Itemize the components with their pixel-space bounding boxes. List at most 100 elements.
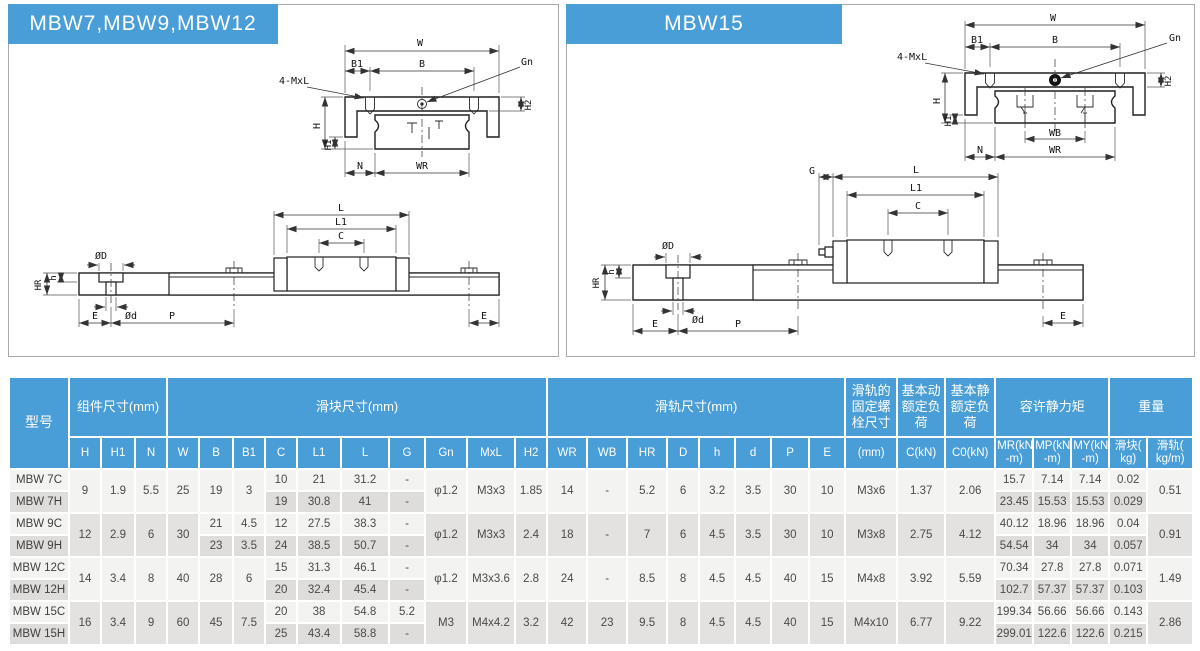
col-group-header: 基本动额定负荷 [898, 378, 945, 436]
grease-hole [417, 87, 427, 157]
col-sub-header: Gn [426, 438, 467, 468]
spec-cell: 23 [588, 602, 627, 644]
col-sub-header: 滑轨( kg/m) [1148, 438, 1193, 468]
col-sub-header: L1 [298, 438, 341, 468]
spec-cell: 199.34 [996, 602, 1033, 622]
spec-cell: 27.8 [1034, 558, 1071, 578]
col-sub-header: P [772, 438, 809, 468]
spec-cell: 4.5 [700, 602, 735, 644]
dim-b: B [1052, 35, 1058, 46]
spec-cell: 56.66 [1072, 602, 1109, 622]
spec-cell: - [390, 558, 425, 578]
spec-cell: 0.51 [1148, 470, 1193, 512]
spec-cell: 57.37 [1072, 580, 1109, 600]
table-row: MBW 15H 25 43.4 58.8-299.01 122.6 122.6 0.215 [10, 624, 1192, 644]
mounting-holes [363, 96, 481, 115]
spec-cell: 6.77 [898, 602, 945, 644]
side-view-drawing-mbw15: G L L1 C ØD Ød HR h E P [592, 165, 1084, 335]
dim-e: E [481, 311, 487, 322]
spec-cell: - [588, 470, 627, 512]
spec-cell: 7 [628, 514, 667, 556]
spec-cell: 25 [168, 470, 199, 512]
dim-e: E [92, 311, 98, 322]
col-sub-header: H1 [102, 438, 134, 468]
col-header-model: 型号 [10, 378, 68, 468]
spec-cell: 54.54 [996, 536, 1033, 556]
dim-wb: WB [1049, 128, 1061, 139]
spec-cell: 5.2 [390, 602, 425, 622]
spec-cell: 40 [168, 558, 199, 600]
spec-cell: 5.59 [946, 558, 995, 600]
col-group-header: 滑轨尺寸(mm) [548, 378, 845, 436]
model-cell: MBW 7H [10, 492, 68, 512]
spec-cell: M3x3.6 [468, 558, 515, 600]
spec-cell: 7.5 [234, 602, 265, 644]
spec-cell: 5.5 [136, 470, 167, 512]
spec-cell: 2.06 [946, 470, 995, 512]
spec-cell: 24 [266, 536, 297, 556]
dimensions: L L1 C ØD Ød HR h E P E [34, 203, 500, 327]
spec-cell: 38.5 [298, 536, 341, 556]
carriage-outline [964, 72, 1146, 116]
spec-cell: 3 [234, 470, 265, 512]
dim-wr: WR [416, 161, 429, 172]
spec-cell: 16 [70, 602, 100, 644]
dim-w: W [1050, 13, 1057, 24]
spec-cell: 70.34 [996, 558, 1033, 578]
col-sub-header: MY(kN -m) [1072, 438, 1108, 468]
dim-c: C [338, 231, 344, 242]
dim-mxl: 4-MxL [279, 76, 309, 87]
spec-cell: - [390, 470, 425, 490]
col-sub-header: H [70, 438, 100, 468]
spec-cell: 60 [168, 602, 199, 644]
dimensions: W B1 B 4-MxL Gn H H1 H2 WB N WR [897, 13, 1181, 161]
spec-cell: 10 [810, 470, 845, 512]
col-group-header: 重量 [1110, 378, 1193, 436]
cross-section-drawing-mbw7: W B1 B 4-MxL Gn H H1 H2 N WR [279, 38, 534, 177]
carriage-outline [344, 96, 500, 138]
spec-cell: 30 [168, 514, 199, 556]
spec-cell: 0.91 [1148, 514, 1193, 556]
carriage-side [273, 256, 410, 292]
spec-cell: 54.8 [342, 602, 389, 622]
spec-cell: φ1.2 [426, 514, 467, 556]
dim-l1: L1 [335, 217, 347, 228]
spec-cell: 38 [298, 602, 341, 622]
col-sub-header: WB [588, 438, 627, 468]
spec-cell: 2.4 [516, 514, 547, 556]
carriage-side [818, 239, 999, 284]
spec-cell: 5.2 [628, 470, 667, 512]
spec-cell: 32.4 [298, 580, 341, 600]
model-cell: MBW 15H [10, 624, 68, 644]
cross-section-drawing-mbw15: W B1 B 4-MxL Gn H H1 H2 WB N WR [897, 13, 1181, 161]
spec-cell: 40 [772, 602, 809, 644]
dim-dia-small: Ød [692, 314, 704, 326]
spec-cell: 14 [548, 470, 587, 512]
grease-nipple-side [818, 246, 834, 258]
col-sub-header: H2 [516, 438, 547, 468]
col-sub-header: HR [628, 438, 667, 468]
table-row: MBW 7C 9 1.9 5.5 25 19 3 10 21 31.2- φ1.2 M3x3 1.85 1… [10, 470, 1193, 512]
dim-e: E [1060, 311, 1066, 322]
dim-b1: B1 [971, 35, 983, 46]
col-sub-header: D [668, 438, 699, 468]
spec-cell: 8 [136, 558, 167, 600]
spec-cell: 18.96 [1034, 514, 1071, 534]
spec-cell: 15.53 [1072, 492, 1109, 512]
spec-cell: 3.2 [516, 602, 547, 644]
dimensions: W B1 B 4-MxL Gn H H1 H2 N WR [279, 38, 534, 177]
spec-cell: 3.5 [736, 514, 771, 556]
panel-mbw15: MBW15 W B1 B 4-MxL G [566, 4, 1195, 357]
spec-cell: 2.8 [516, 558, 547, 600]
spec-cell: 27.8 [1072, 558, 1109, 578]
col-sub-header: d [736, 438, 771, 468]
spec-cell: 40 [772, 558, 809, 600]
dim-gn: Gn [1169, 33, 1181, 44]
spec-cell: 122.6 [1072, 624, 1109, 644]
spec-cell: 19 [200, 470, 233, 512]
spec-cell: 3.5 [736, 470, 771, 512]
spec-cell: 10 [810, 514, 845, 556]
col-sub-header: C0(kN) [946, 438, 995, 468]
spec-cell: 23 [200, 536, 233, 556]
